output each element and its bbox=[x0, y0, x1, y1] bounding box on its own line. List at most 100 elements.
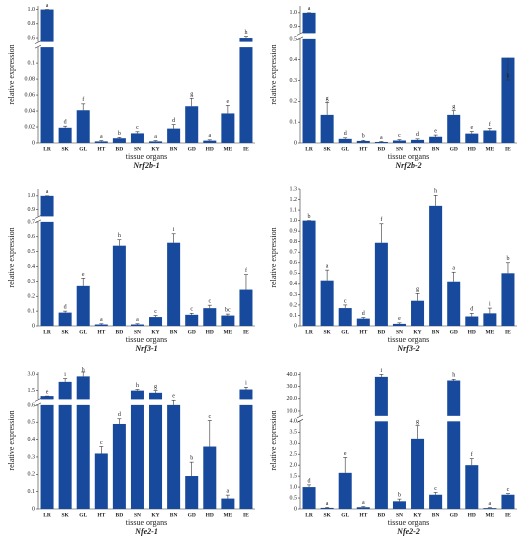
y-tick-label: 0.9 bbox=[28, 207, 36, 213]
significance-letter: g bbox=[452, 104, 455, 110]
x-tick-label: ME bbox=[485, 512, 494, 518]
significance-letter: a bbox=[100, 317, 103, 323]
significance-letter: e bbox=[470, 125, 473, 131]
chart-title: Nrf3-2 bbox=[396, 344, 419, 353]
y-axis-label: relative expression bbox=[269, 44, 278, 104]
x-tick-label: LR bbox=[305, 512, 314, 518]
x-tick-label: KY bbox=[151, 146, 159, 152]
y-tick-label: 1.0 bbox=[290, 218, 298, 224]
x-tick-label: GD bbox=[188, 329, 196, 335]
chart-title: Nrf3-1 bbox=[134, 344, 157, 353]
significance-letter: e bbox=[434, 128, 437, 134]
significance-letter: i bbox=[173, 227, 175, 233]
significance-letter: h bbox=[82, 367, 85, 373]
bar bbox=[94, 324, 108, 326]
axis-break bbox=[34, 402, 42, 407]
significance-letter: i bbox=[381, 368, 383, 374]
y-tick-label: 0.4 bbox=[28, 437, 36, 443]
x-tick-label: LR bbox=[305, 329, 314, 335]
bar bbox=[40, 404, 54, 509]
x-tick-label: IE bbox=[243, 512, 249, 518]
bar bbox=[429, 136, 443, 143]
y-tick-label: 1.5 bbox=[290, 473, 298, 479]
x-tick-label: SN bbox=[134, 146, 141, 152]
significance-letter: g bbox=[326, 96, 329, 102]
bar bbox=[483, 130, 497, 143]
y-tick-label: 0 bbox=[32, 323, 35, 329]
bar bbox=[149, 404, 163, 509]
bar-upper bbox=[374, 376, 388, 416]
x-tick-label: BN bbox=[170, 146, 178, 152]
y-tick-label: 0.04 bbox=[25, 108, 36, 114]
y-tick-label: 0.1 bbox=[290, 120, 298, 126]
chart-title: Nfe2-2 bbox=[396, 527, 420, 536]
bar bbox=[501, 57, 515, 144]
axis-break bbox=[34, 40, 42, 44]
bar bbox=[392, 501, 406, 509]
significance-letter: a bbox=[452, 266, 455, 272]
y-tick-label: 3.5 bbox=[290, 430, 298, 436]
x-axis-label: tissue organs bbox=[388, 152, 429, 161]
x-tick-label: HT bbox=[359, 329, 367, 335]
significance-letter: a bbox=[326, 264, 329, 270]
bar-upper bbox=[130, 390, 144, 400]
y-tick-label: 0.5 bbox=[290, 495, 298, 501]
y-tick-label: 10.0 bbox=[287, 408, 298, 414]
significance-letter: a bbox=[100, 134, 103, 140]
bar bbox=[338, 472, 352, 509]
y-tick-label: 2.5 bbox=[290, 452, 298, 458]
bar bbox=[338, 308, 352, 326]
y-tick-label: 0.8 bbox=[290, 239, 298, 245]
significance-letter: c bbox=[398, 133, 401, 139]
y-tick-label: 0 bbox=[294, 506, 297, 512]
bar-upper bbox=[447, 380, 461, 416]
significance-letter: g bbox=[154, 384, 157, 390]
significance-letter: b bbox=[118, 131, 121, 137]
significance-letter: d bbox=[308, 478, 311, 484]
significance-letter: f bbox=[489, 121, 491, 128]
y-tick-label: 3.0 bbox=[28, 372, 36, 378]
bar bbox=[221, 315, 235, 326]
y-tick-label: 30.0 bbox=[287, 384, 298, 390]
bar bbox=[465, 133, 479, 143]
significance-letter: a bbox=[227, 488, 230, 494]
bar bbox=[411, 139, 425, 143]
significance-letter: b bbox=[308, 214, 311, 220]
x-axis-label: tissue organs bbox=[126, 518, 167, 527]
bar bbox=[221, 113, 235, 143]
bar bbox=[239, 404, 253, 509]
significance-letter: d bbox=[64, 120, 67, 126]
bar bbox=[76, 110, 90, 143]
y-tick-label: 0.5 bbox=[290, 271, 298, 277]
bar bbox=[374, 421, 388, 509]
y-tick-label: 0.5 bbox=[290, 36, 298, 42]
significance-letter: a bbox=[308, 6, 311, 12]
significance-letter: d bbox=[118, 412, 121, 418]
bar bbox=[392, 323, 406, 326]
x-tick-label: LR bbox=[43, 512, 52, 518]
y-tick-label: 1.1 bbox=[290, 207, 298, 213]
x-tick-label: SK bbox=[61, 512, 69, 518]
y-tick-label: 0.7 bbox=[290, 250, 298, 256]
y-tick-label: 0.6 bbox=[28, 402, 36, 408]
y-axis-label: relative expression bbox=[7, 227, 16, 287]
bar bbox=[356, 507, 370, 509]
x-tick-label: GL bbox=[341, 512, 349, 518]
x-tick-label: GL bbox=[341, 329, 349, 335]
y-tick-label: 0.7 bbox=[28, 219, 36, 225]
bar bbox=[203, 140, 217, 143]
significance-letter: a bbox=[208, 133, 211, 139]
y-tick-label: 1.0 bbox=[28, 7, 36, 13]
bar-upper bbox=[40, 396, 54, 400]
x-tick-label: BN bbox=[432, 329, 440, 335]
axis-break bbox=[34, 215, 42, 219]
significance-letter: b bbox=[362, 134, 365, 140]
significance-letter: b bbox=[506, 256, 509, 262]
chart-title: Nfe2-1 bbox=[134, 527, 158, 536]
y-tick-label: 0.9 bbox=[290, 24, 298, 30]
bar-upper bbox=[40, 195, 54, 217]
bar bbox=[302, 220, 316, 326]
significance-letter: g bbox=[416, 287, 419, 293]
y-tick-label: 1.3 bbox=[290, 186, 298, 192]
